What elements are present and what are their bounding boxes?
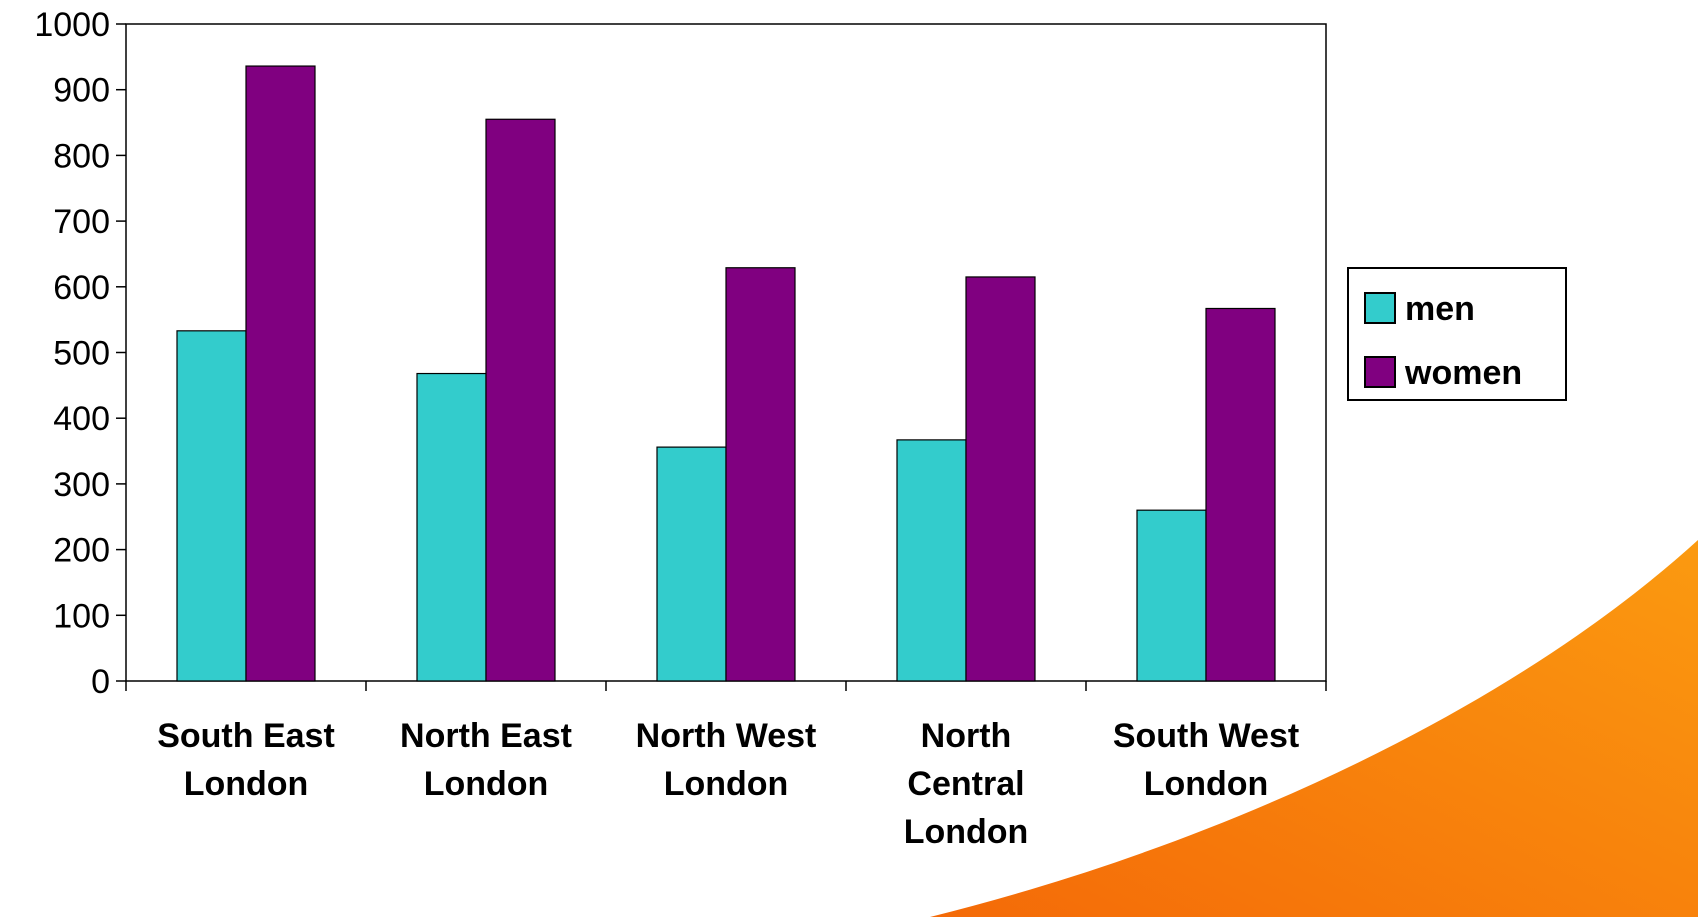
legend-label-men: men — [1405, 290, 1475, 328]
bar-men — [896, 439, 967, 682]
x-tick-label: South East London — [157, 717, 335, 803]
legend-label-women: women — [1404, 354, 1522, 392]
bar-women — [965, 276, 1036, 682]
y-tick-label: 800 — [53, 137, 110, 175]
bar-women — [1205, 307, 1276, 682]
y-tick-label: 600 — [53, 269, 110, 307]
y-tick-label: 0 — [91, 663, 110, 701]
legend: men women — [1347, 267, 1567, 401]
bar-men — [176, 330, 247, 682]
y-tick-label: 700 — [53, 203, 110, 241]
y-tick-label: 1000 — [34, 6, 110, 44]
bar-women — [485, 118, 556, 682]
y-tick-label: 400 — [53, 400, 110, 438]
bar-women — [245, 65, 316, 682]
x-tick-label: North West London — [636, 717, 817, 803]
bar-women — [725, 267, 796, 682]
legend-swatch-women — [1364, 356, 1396, 388]
y-axis: 0 100 200 300 400 500 600 700 800 900 1000 — [34, 6, 126, 701]
x-axis: South East London North East London North We… — [125, 681, 1327, 851]
y-tick-label: 200 — [53, 532, 110, 570]
orange-swoosh-decoration — [930, 540, 1698, 917]
x-tick-label: South West London — [1113, 717, 1299, 803]
y-tick-label: 900 — [53, 72, 110, 110]
y-tick-label: 500 — [53, 335, 110, 373]
y-tick-label: 100 — [53, 597, 110, 635]
legend-swatch-men — [1364, 292, 1396, 324]
bars-layer — [176, 65, 1276, 682]
bar-men — [1136, 509, 1207, 682]
x-tick-label: North Central London — [904, 717, 1029, 851]
bar-men — [656, 446, 727, 682]
y-tick-label: 300 — [53, 466, 110, 504]
bar-men — [416, 372, 487, 682]
x-tick-label: North East London — [400, 717, 572, 803]
